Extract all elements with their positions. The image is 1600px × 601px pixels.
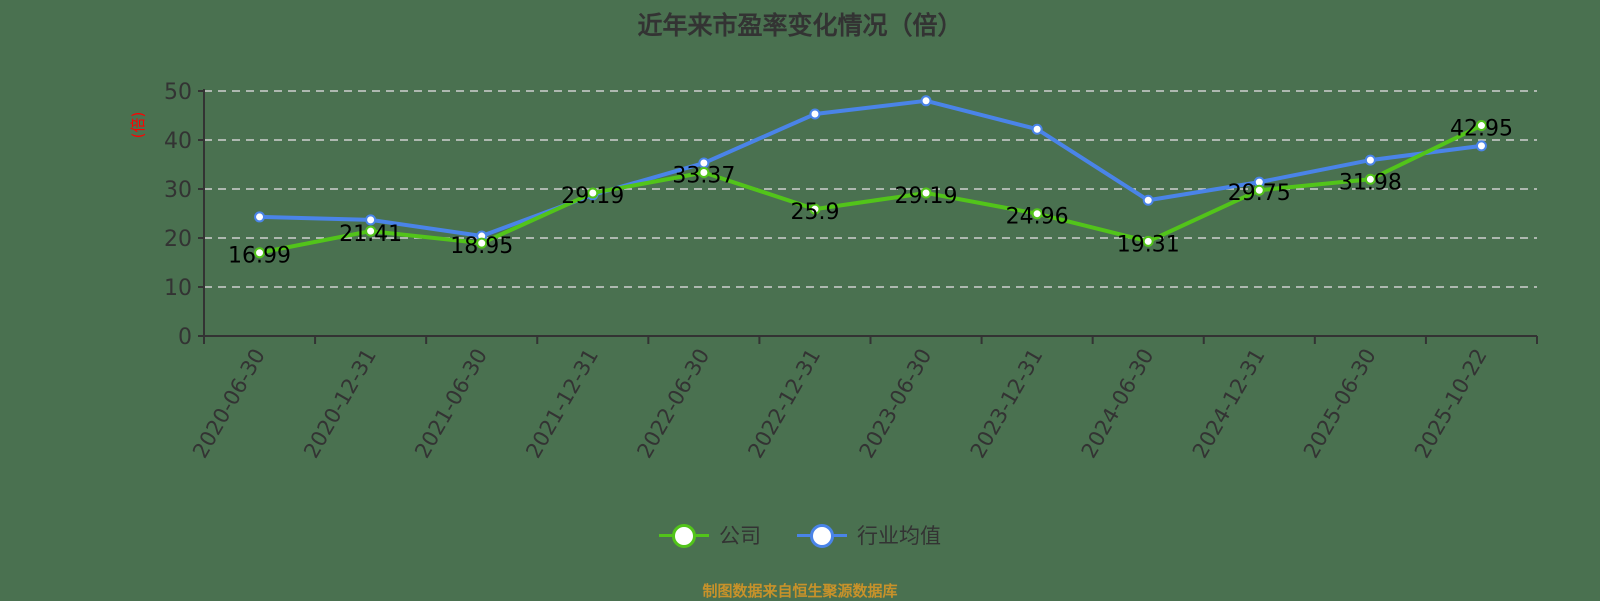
y-tick-label: 20 — [164, 227, 192, 252]
data-point — [365, 214, 377, 226]
series-line-0 — [259, 123, 1483, 255]
data-label: 29.19 — [895, 184, 958, 209]
y-tick-label: 40 — [164, 129, 192, 154]
x-tick-label: 2020-12-31 — [299, 345, 381, 463]
line-chart: 0 10 20 30 40 50 2020-06-30 2020-12-31 2021-06-3… — [129, 80, 1538, 463]
series — [254, 95, 1487, 259]
data-point — [1031, 208, 1043, 220]
data-point — [1142, 194, 1154, 206]
data-point — [1364, 154, 1376, 166]
data-point — [476, 237, 488, 249]
x-tick-label: 2024-12-31 — [1188, 345, 1270, 463]
data-point — [254, 211, 266, 223]
data-point — [254, 247, 266, 259]
legend-item-industry[interactable]: 行业均值 — [797, 520, 941, 550]
legend-label: 行业均值 — [857, 524, 941, 548]
x-tick-label: 2025-10-22 — [1410, 345, 1492, 463]
data-point — [1031, 123, 1043, 135]
x-tick-label: 2021-12-31 — [521, 345, 603, 463]
x-tick-label: 2023-06-30 — [855, 345, 937, 463]
legend: 公司 行业均值 — [0, 520, 1600, 550]
x-tick-label: 2022-12-31 — [743, 345, 825, 463]
data-point — [809, 203, 821, 215]
data-point — [920, 187, 932, 199]
y-axis-label: (倍) — [129, 112, 147, 139]
data-labels: 16.99 21.41 18.95 29.19 33.37 25.9 29.19 24.96 1… — [228, 117, 1513, 269]
x-tick-label: 2021-06-30 — [410, 345, 492, 463]
legend-label: 公司 — [719, 524, 761, 548]
data-point — [1364, 173, 1376, 185]
y-tick-label: 50 — [164, 80, 192, 105]
data-point — [1253, 184, 1265, 196]
data-label: 19.31 — [1117, 232, 1180, 257]
data-label: 21.41 — [339, 222, 402, 247]
legend-company-marker-icon — [659, 523, 709, 548]
y-tick-label: 0 — [178, 325, 192, 350]
x-tick-label: 2020-06-30 — [188, 345, 270, 463]
data-point — [698, 166, 710, 178]
data-label: 42.95 — [1450, 117, 1513, 142]
data-point — [365, 225, 377, 237]
x-tick-label: 2025-06-30 — [1299, 345, 1381, 463]
chart-title: 近年来市盈率变化情况（倍） — [637, 11, 963, 40]
axes: 0 10 20 30 40 50 2020-06-30 2020-12-31 2021-06-3… — [129, 80, 1538, 463]
data-label: 18.95 — [450, 234, 513, 259]
data-point — [920, 95, 932, 107]
x-tick-label: 2024-06-30 — [1077, 345, 1159, 463]
series-line-1 — [259, 98, 1482, 239]
data-point — [587, 187, 599, 199]
legend-item-company[interactable]: 公司 — [659, 520, 761, 550]
data-label: 33.37 — [672, 163, 735, 188]
x-tick-label: 2022-06-30 — [632, 345, 714, 463]
y-tick-label: 10 — [164, 276, 192, 301]
data-point — [1475, 140, 1487, 152]
y-tick-label: 30 — [164, 178, 192, 203]
data-point — [1142, 235, 1154, 247]
data-label: 29.19 — [561, 184, 624, 209]
data-label: 31.98 — [1339, 170, 1402, 195]
legend-industry-marker-icon — [797, 523, 847, 548]
data-label: 16.99 — [228, 244, 291, 269]
data-point — [809, 108, 821, 120]
source-footer: 制图数据来自恒生聚源数据库 — [702, 582, 898, 600]
data-label: 24.96 — [1006, 205, 1069, 230]
data-point — [1475, 120, 1487, 132]
data-label: 25.9 — [790, 200, 839, 225]
gridlines — [204, 90, 1537, 288]
x-tick-label: 2023-12-31 — [966, 345, 1048, 463]
data-label: 29.75 — [1228, 181, 1291, 206]
